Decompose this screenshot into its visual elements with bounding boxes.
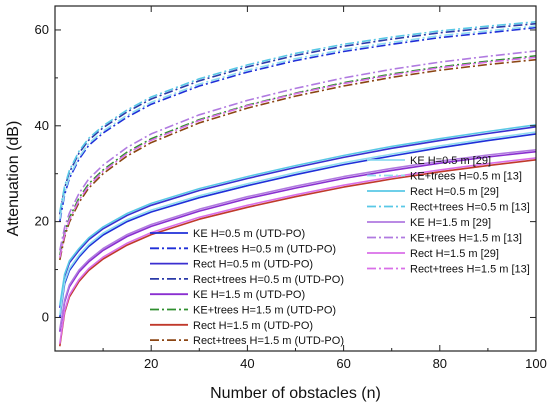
legend-label-4: Rect+trees H=0.5 m [13] [410, 202, 530, 214]
series-line-14 [59, 50, 537, 251]
x-axis-title: Number of obstacles (n) [210, 385, 381, 402]
y-tick-label-40: 40 [35, 118, 49, 133]
axes: 20 40 60 80 100 0 20 40 60 Number of obstacles (n… [5, 5, 547, 402]
legend-label-1: KE H=0.5 m (UTD-PO) [193, 228, 305, 240]
series-line-1 [59, 133, 537, 318]
x-tick-label-60: 60 [336, 356, 350, 371]
legend-label-8: Rect+trees H=1.5 m (UTD-PO) [193, 335, 344, 347]
legend-label-3: Rect H=0.5 m [29] [410, 186, 499, 198]
y-tick-label-20: 20 [35, 214, 49, 229]
x-tick-label-80: 80 [433, 356, 447, 371]
series-line-7 [59, 159, 537, 347]
legend-label-3: Rect H=0.5 m (UTD-PO) [193, 259, 313, 271]
legend-label-2: KE+trees H=0.5 m (UTD-PO) [193, 243, 336, 255]
plot-area [55, 6, 536, 351]
legend-label-5: KE H=1.5 m (UTD-PO) [193, 289, 305, 301]
y-tick-label-60: 60 [35, 22, 49, 37]
x-tick-label-100: 100 [525, 356, 547, 371]
x-tick-label-20: 20 [144, 356, 158, 371]
series-line-10 [59, 25, 537, 220]
legend-label-7: Rect H=1.5 m (UTD-PO) [193, 320, 313, 332]
legend-label-8: Rect+trees H=1.5 m [13] [410, 264, 530, 276]
y-tick-label-0: 0 [42, 309, 49, 324]
legend-label-4: Rect+trees H=0.5 m (UTD-PO) [193, 274, 344, 286]
series-lines [59, 21, 537, 347]
series-line-11 [59, 124, 537, 306]
plot-background [55, 6, 536, 351]
legend-label-6: KE+trees H=1.5 m [13] [410, 233, 522, 245]
series-line-15 [59, 157, 537, 344]
x-tick-label-40: 40 [240, 356, 254, 371]
legend-label-7: Rect H=1.5 m [29] [410, 248, 499, 260]
y-axis-title: Attenuation (dB) [5, 121, 22, 237]
series-line-12 [59, 21, 537, 213]
series-line-3 [59, 126, 537, 309]
series-line-8 [59, 58, 537, 261]
legend-reference: KE H=0.5 m [29] KE+trees H=0.5 m [13] Rect… [367, 155, 530, 276]
series-line-13 [59, 149, 537, 330]
series-line-6 [59, 55, 537, 256]
series-line-5 [59, 150, 537, 332]
legend-label-1: KE H=0.5 m [29] [410, 155, 491, 167]
series-line-9 [59, 131, 537, 316]
legend-label-5: KE H=1.5 m [29] [410, 217, 491, 229]
series-line-16 [59, 56, 537, 258]
series-line-4 [59, 22, 537, 215]
legend-label-2: KE+trees H=0.5 m [13] [410, 171, 522, 183]
series-line-2 [59, 26, 537, 222]
legend-utd-po: KE H=0.5 m (UTD-PO) KE+trees H=0.5 m (UTD… [150, 228, 344, 347]
legend-label-6: KE+trees H=1.5 m (UTD-PO) [193, 305, 336, 317]
